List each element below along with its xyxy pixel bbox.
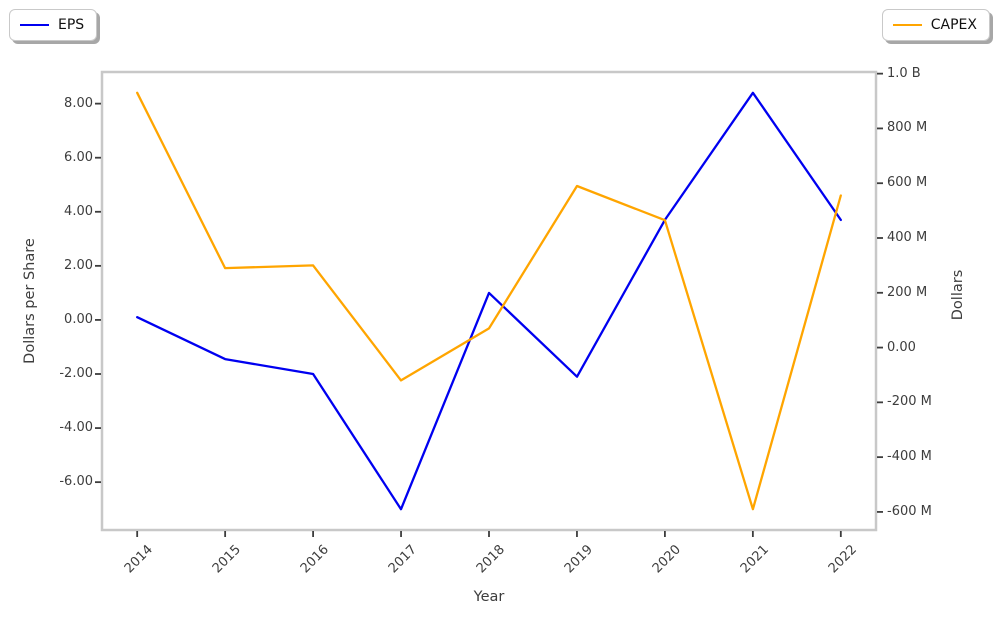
right-tick-label: -200 M [887, 394, 932, 410]
axes-frame [100, 70, 878, 532]
left-axis-title: Dollars per Share [22, 238, 38, 364]
right-axis-title: Dollars [950, 269, 966, 321]
right-tick-label: 600 M [887, 175, 928, 191]
legend-eps: EPS [9, 9, 98, 41]
right-tick-label: -600 M [887, 503, 932, 519]
left-tick-label: -6.00 [59, 474, 93, 490]
left-tick-label: 0.00 [64, 311, 93, 327]
legend-capex: CAPEX [881, 9, 990, 41]
left-tick-label: 6.00 [64, 149, 93, 165]
left-tick-label: 4.00 [64, 203, 93, 219]
legend-eps-label: EPS [58, 17, 85, 33]
right-tick-label: 1.0 B [887, 65, 921, 81]
legend-capex-label: CAPEX [930, 17, 977, 33]
left-tick-label: -4.00 [59, 420, 93, 436]
x-axis-title: Year [473, 589, 505, 605]
capex-line [136, 91, 842, 511]
left-tick-label: -2.00 [59, 365, 93, 381]
right-tick-label: 800 M [887, 120, 928, 136]
right-tick-label: 0.00 [887, 339, 916, 355]
eps-line-swatch-icon [20, 24, 49, 26]
eps-line [136, 91, 842, 511]
left-tick-label: 8.00 [64, 95, 93, 111]
left-tick-label: 2.00 [64, 257, 93, 273]
capex-line-swatch-icon [892, 24, 922, 26]
right-tick-label: 200 M [887, 284, 928, 300]
right-tick-label: -400 M [887, 449, 932, 465]
right-tick-label: 400 M [887, 229, 928, 245]
